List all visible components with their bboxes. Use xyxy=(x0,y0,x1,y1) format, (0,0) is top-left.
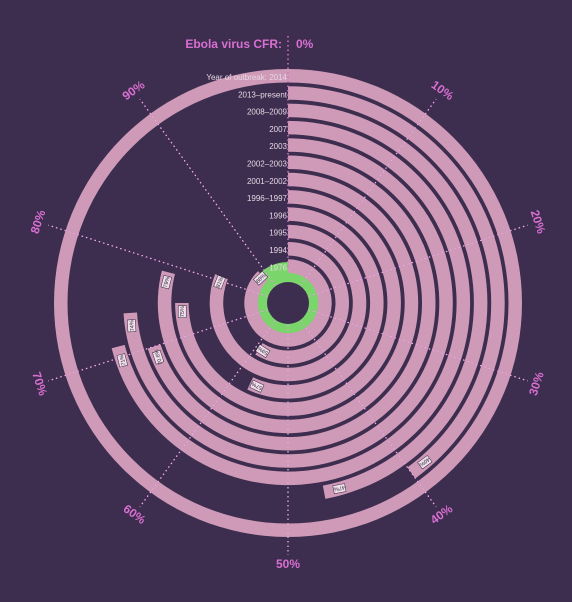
value-label: 88% xyxy=(255,273,267,285)
value-label: 79% xyxy=(163,276,172,288)
value-label-box xyxy=(249,379,265,393)
year-label: 1994 xyxy=(269,246,287,255)
value-label: 47% xyxy=(333,484,345,492)
value-label-group: 47% xyxy=(332,483,347,495)
percent-label: 90% xyxy=(120,77,148,103)
year-label: 2013–present xyxy=(238,90,288,99)
percent-label: 80% xyxy=(28,208,49,235)
percent-label: 30% xyxy=(526,370,547,397)
year-label: 2007 xyxy=(269,125,287,134)
percent-label: 10% xyxy=(429,78,457,104)
percent-label: 60% xyxy=(121,502,149,528)
value-label: 81% xyxy=(216,276,226,289)
value-label-group: 59% xyxy=(255,344,271,358)
value-label-box xyxy=(332,483,347,495)
value-label-box xyxy=(160,275,172,290)
value-label: 59% xyxy=(257,345,270,356)
value-label: 71% xyxy=(119,354,128,366)
year-label: 2002–2003 xyxy=(247,160,288,169)
ring-1994 xyxy=(255,242,349,364)
percent-label: 70% xyxy=(29,370,50,397)
ring-1976 xyxy=(244,259,332,347)
year-label: 2003 xyxy=(269,142,287,151)
year-label: Year of outbreak: 2014 xyxy=(206,73,287,82)
value-label-box xyxy=(253,270,269,286)
percent-label: 40% xyxy=(428,501,456,527)
value-label-box xyxy=(152,350,165,365)
value-label: 75% xyxy=(180,306,186,317)
guide-overlay-80 xyxy=(48,224,268,297)
year-label: 1996–1997 xyxy=(247,194,288,203)
percent-label: 50% xyxy=(276,557,300,571)
year-label: 1995 xyxy=(269,229,287,238)
value-label-group: 74% xyxy=(126,319,137,333)
year-label: 1976 xyxy=(269,263,287,272)
year-label: 2001–2002 xyxy=(247,177,288,186)
value-label: 70.6% xyxy=(154,349,165,366)
value-label-group: 70.6% xyxy=(152,349,165,366)
value-label-box xyxy=(213,274,226,290)
value-label: 57% xyxy=(251,380,264,390)
center-hole xyxy=(268,283,308,323)
value-label: 74% xyxy=(129,320,136,331)
value-label-group: 40% xyxy=(417,455,433,470)
year-label: 1996 xyxy=(269,211,287,220)
guide-overlay-90 xyxy=(139,98,276,286)
value-label-box xyxy=(417,455,433,470)
value-label-group: 79% xyxy=(160,275,172,290)
value-label-group: 71% xyxy=(116,353,128,368)
value-label-box xyxy=(177,305,187,318)
value-label-group: 88% xyxy=(253,270,269,286)
value-label: 40% xyxy=(418,456,431,467)
percent-label: 20% xyxy=(528,208,549,235)
value-label-group: 57% xyxy=(249,379,265,393)
value-label-box xyxy=(116,353,128,368)
zero-label: 0% xyxy=(296,37,314,51)
value-label-group: 81% xyxy=(213,274,226,290)
rings-group xyxy=(54,69,522,537)
chart-title: Ebola virus CFR: xyxy=(185,37,282,51)
inner-ring xyxy=(247,262,329,344)
year-label: 2008–2009 xyxy=(247,108,288,117)
value-label-box xyxy=(126,319,137,333)
value-label-group: 75% xyxy=(177,305,187,318)
value-label-box xyxy=(255,344,271,358)
